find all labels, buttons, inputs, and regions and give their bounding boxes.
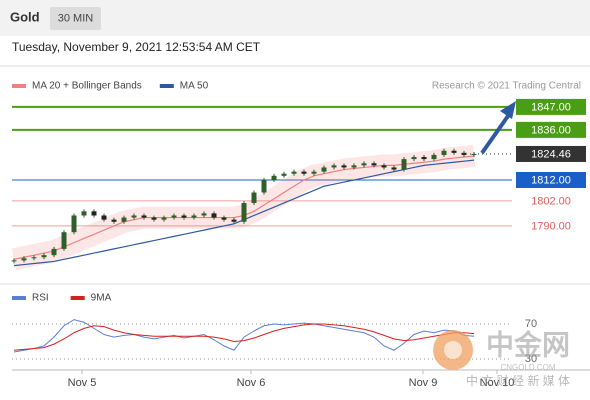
candle bbox=[101, 215, 107, 220]
candle bbox=[261, 179, 267, 193]
candle bbox=[21, 258, 27, 261]
candle bbox=[381, 165, 387, 168]
watermark-site: CNGOLD.COM bbox=[500, 363, 555, 372]
candle bbox=[451, 150, 457, 153]
candle bbox=[461, 152, 467, 155]
level-label: 1812.00 bbox=[531, 174, 571, 186]
candle bbox=[81, 211, 87, 216]
watermark: 中金网 CNGOLD.COM 中 文 财 经 新 媒 体 bbox=[433, 328, 570, 388]
level-label: 1802.00 bbox=[531, 195, 571, 207]
candle bbox=[201, 213, 207, 216]
level-label: 1847.00 bbox=[531, 101, 571, 113]
watermark-logo bbox=[444, 341, 462, 359]
candle bbox=[281, 173, 287, 176]
legend-label: MA 20 + Bollinger Bands bbox=[32, 81, 142, 92]
candle bbox=[211, 213, 217, 218]
candle bbox=[441, 150, 447, 155]
candle bbox=[361, 163, 367, 166]
level-box bbox=[516, 217, 586, 234]
timeframe: 30 MIN bbox=[58, 12, 94, 24]
candle bbox=[181, 215, 187, 218]
x-tick-label: Nov 6 bbox=[237, 377, 266, 389]
timeframe-box bbox=[50, 7, 101, 30]
level-label: 1836.00 bbox=[531, 124, 571, 136]
level-box bbox=[516, 98, 586, 115]
candle bbox=[51, 248, 57, 256]
candle bbox=[231, 219, 237, 222]
candle bbox=[31, 257, 37, 259]
candle bbox=[171, 215, 177, 218]
candle bbox=[151, 217, 157, 220]
candle bbox=[301, 171, 307, 174]
candle bbox=[61, 232, 67, 249]
candle bbox=[111, 219, 117, 222]
candle bbox=[241, 202, 247, 222]
legend-label: RSI bbox=[32, 293, 49, 304]
candle bbox=[191, 215, 197, 218]
forecast-arrow bbox=[480, 114, 510, 155]
candle bbox=[411, 157, 417, 160]
candle bbox=[401, 159, 407, 170]
candle bbox=[71, 215, 77, 233]
x-tick-label: Nov 5 bbox=[68, 377, 97, 389]
forecast-arrow-head bbox=[500, 101, 516, 119]
instrument: Gold bbox=[10, 9, 40, 24]
candle bbox=[291, 171, 297, 174]
candle bbox=[121, 217, 127, 222]
candle bbox=[351, 165, 357, 168]
date: Tuesday, November 9, 2021 12:53:54 AM CE… bbox=[12, 40, 261, 54]
level-box bbox=[516, 171, 586, 188]
candle bbox=[161, 217, 167, 220]
y-tick-label: 70 bbox=[525, 318, 537, 330]
y-tick-label: 30 bbox=[525, 353, 537, 365]
candle bbox=[391, 167, 397, 170]
source: Research © 2021 Trading Central bbox=[432, 81, 581, 92]
watermark-slogan: 中 文 财 经 新 媒 体 bbox=[466, 373, 570, 388]
candle bbox=[131, 215, 137, 218]
legend-label: MA 50 bbox=[180, 81, 209, 92]
candle bbox=[141, 215, 147, 218]
candle bbox=[271, 175, 277, 180]
candle bbox=[471, 153, 477, 155]
x-tick-label: Nov 10 bbox=[480, 377, 515, 389]
candle bbox=[41, 255, 47, 258]
level-label: 1790.00 bbox=[531, 220, 571, 232]
candle bbox=[221, 217, 227, 220]
watermark-name: 中金网 bbox=[486, 328, 570, 360]
candle bbox=[251, 192, 257, 203]
candle bbox=[11, 260, 17, 262]
candle bbox=[431, 154, 437, 160]
level-label: 1824.46 bbox=[531, 148, 571, 160]
candle bbox=[91, 211, 97, 216]
candle bbox=[371, 163, 377, 166]
line bbox=[13, 323, 475, 351]
candle bbox=[341, 165, 347, 168]
candle bbox=[321, 167, 327, 172]
legend-label: 9MA bbox=[91, 293, 112, 304]
candle bbox=[331, 165, 337, 168]
candle bbox=[421, 157, 427, 160]
level-box bbox=[516, 192, 586, 209]
x-tick-label: Nov 9 bbox=[409, 377, 438, 389]
level-box bbox=[516, 145, 586, 162]
candle bbox=[311, 171, 317, 174]
level-box bbox=[516, 121, 586, 138]
